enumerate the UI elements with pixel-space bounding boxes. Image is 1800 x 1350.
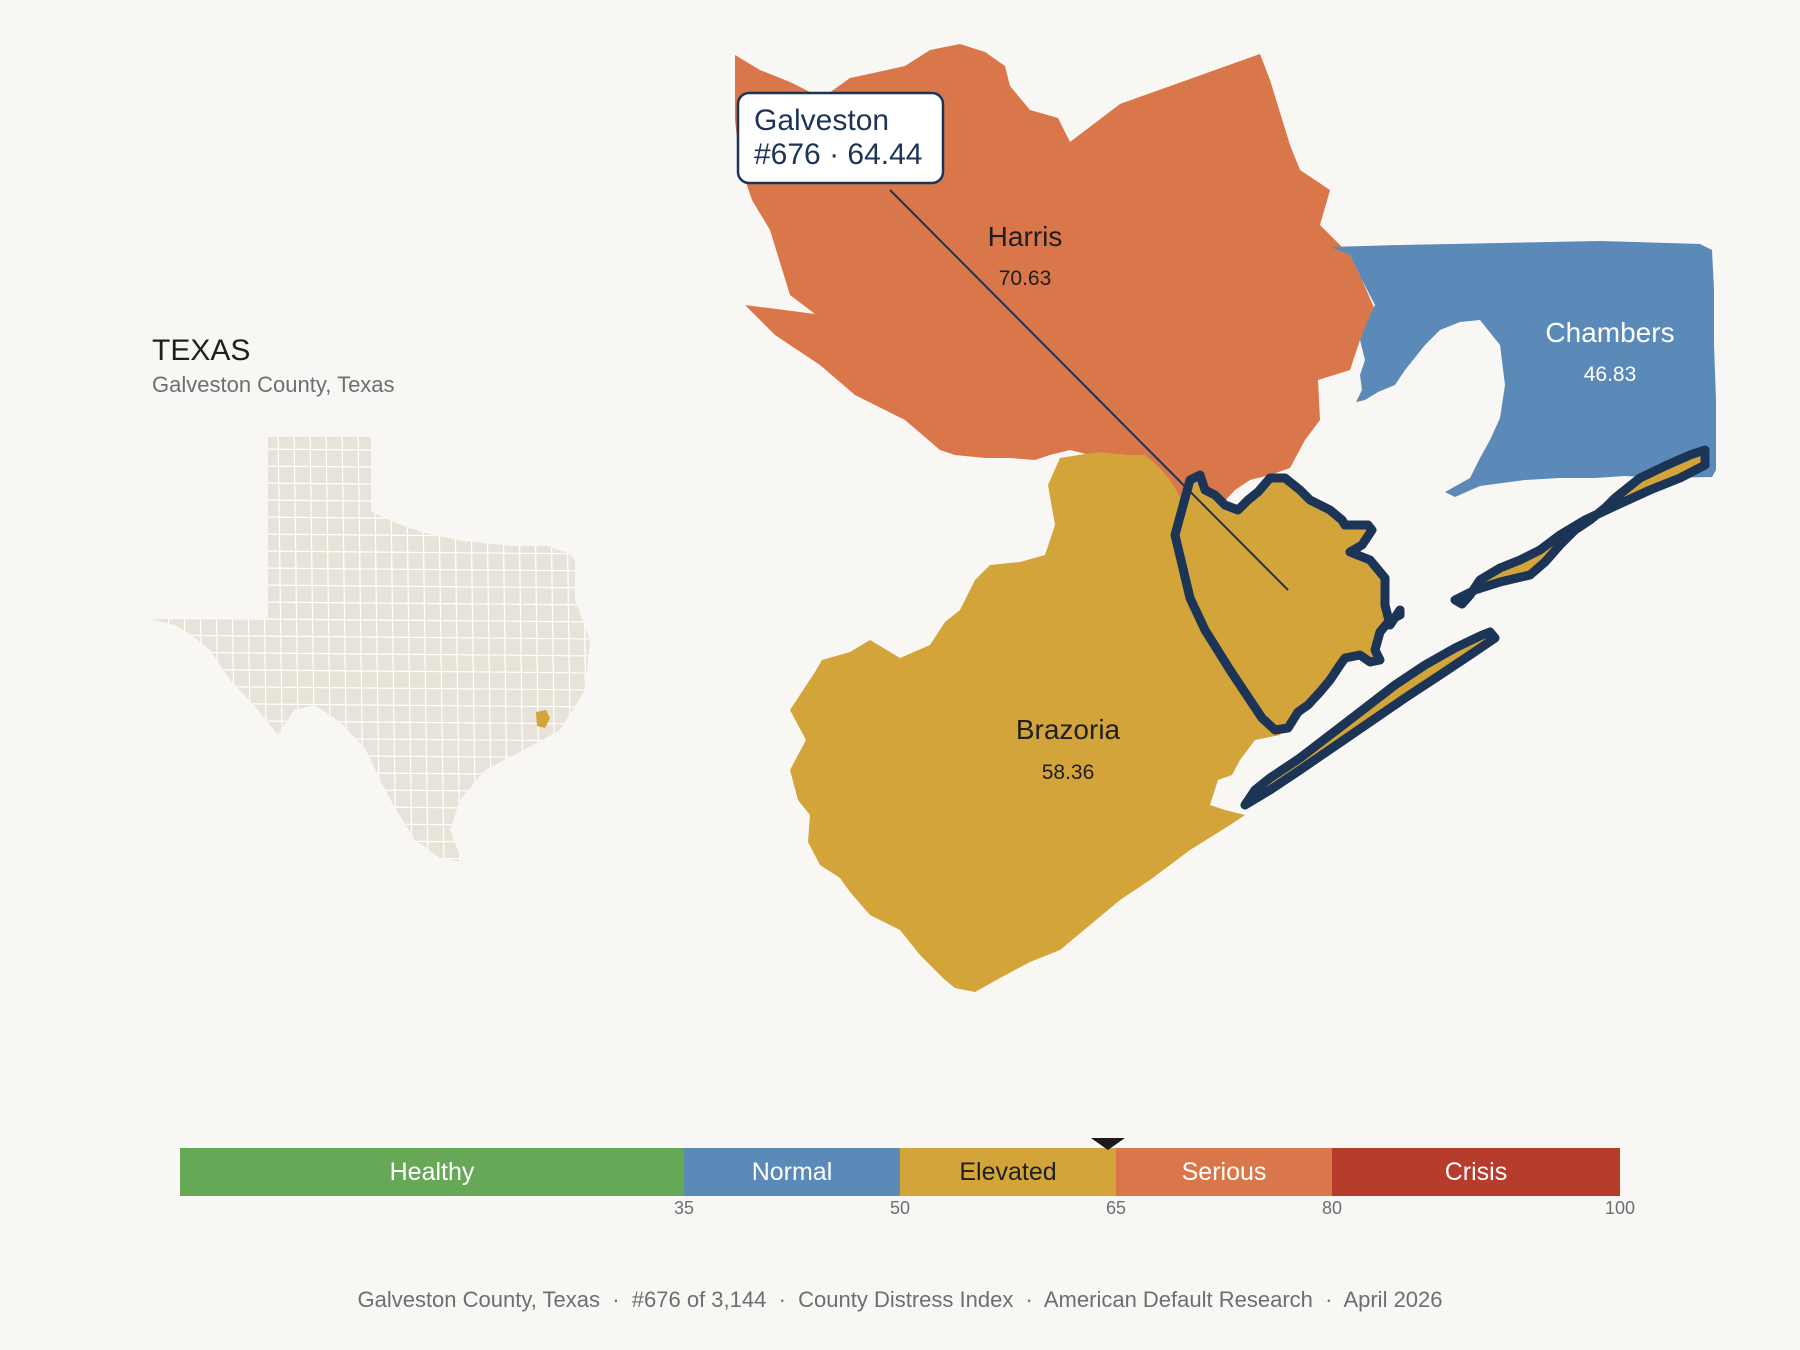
- callout-box: [736, 91, 945, 185]
- scale-tick-100: 100: [1605, 1198, 1635, 1218]
- scale-tick-50: 50: [890, 1198, 910, 1218]
- county-value-harris: 70.63: [999, 267, 1052, 290]
- county-brazoria[interactable]: [790, 452, 1290, 992]
- county-galveston-bolivar[interactable]: [1450, 445, 1710, 609]
- callout-county-name: Galveston: [754, 104, 889, 137]
- scale-band-serious: [1116, 1148, 1332, 1196]
- county-label-chambers: Chambers: [1545, 317, 1674, 348]
- county-galveston-island[interactable]: [1240, 627, 1500, 810]
- callout-rank-score: #676 · 64.44: [754, 138, 922, 171]
- scale-tick-65: 65: [1106, 1198, 1126, 1218]
- county-value-brazoria: 58.36: [1042, 761, 1095, 784]
- scale-band-label-normal: Normal: [752, 1158, 833, 1186]
- county-label-brazoria: Brazoria: [1016, 714, 1121, 745]
- footer-caption: Galveston County, Texas · #676 of 3,144 …: [357, 1287, 1442, 1312]
- county-label-harris: Harris: [988, 221, 1063, 252]
- galveston-locator-highlight: [536, 710, 550, 728]
- county-galveston-mainland[interactable]: [1170, 470, 1405, 735]
- scale-band-crisis: [1332, 1148, 1620, 1196]
- county-value-chambers: 46.83: [1584, 363, 1637, 386]
- scale-band-label-healthy: Healthy: [390, 1158, 475, 1186]
- scale-tick-80: 80: [1322, 1198, 1342, 1218]
- distress-scale-legend: Healthy Normal Elevated Serious Crisis 35 50 65…: [180, 1138, 1635, 1218]
- state-subtitle: Galveston County, Texas: [152, 372, 395, 397]
- scale-marker-triangle: [1090, 1138, 1125, 1150]
- scale-band-normal: [684, 1148, 900, 1196]
- scale-band-elevated: [900, 1148, 1116, 1196]
- texas-locator-map: TEXAS Galveston County, Texas: [145, 334, 590, 862]
- scale-band-label-crisis: Crisis: [1445, 1158, 1508, 1186]
- scale-band-label-elevated: Elevated: [959, 1158, 1056, 1186]
- county-chambers[interactable]: [1330, 241, 1716, 497]
- scale-band-healthy: [180, 1148, 684, 1196]
- region-map: Harris 70.63 Chambers 46.83 Brazoria 58.…: [735, 44, 1716, 992]
- texas-state-shape: [145, 437, 590, 862]
- scale-tick-35: 35: [674, 1198, 694, 1218]
- callout-leader-line: [889, 189, 1289, 591]
- scale-band-label-serious: Serious: [1182, 1158, 1267, 1186]
- state-title: TEXAS: [152, 334, 250, 367]
